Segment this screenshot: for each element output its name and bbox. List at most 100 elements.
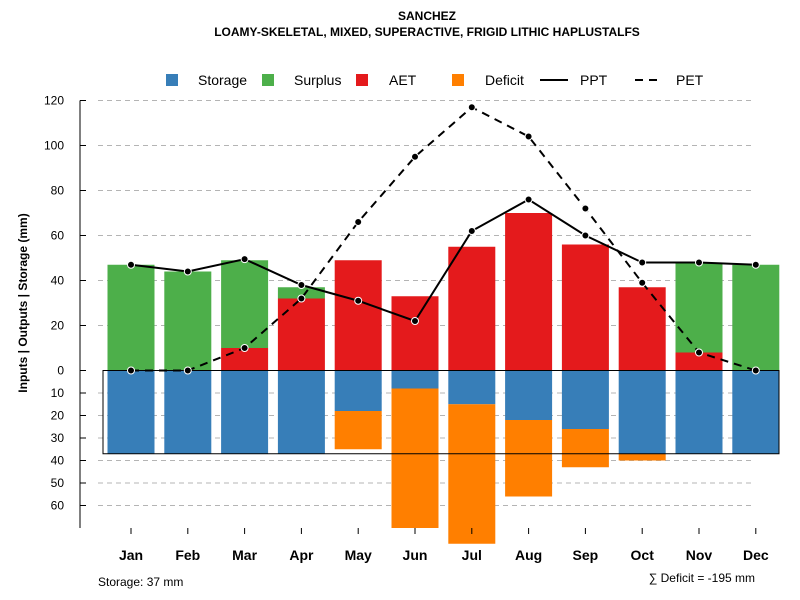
- y-tick-label: 80: [51, 184, 65, 198]
- x-tick-label: Oct: [631, 547, 655, 563]
- pet-point: [467, 103, 476, 112]
- y-tick-label: 60: [51, 229, 65, 243]
- ppt-point: [581, 231, 590, 240]
- surplus-bar: [732, 264, 780, 371]
- surplus-bar: [277, 287, 325, 299]
- ppt-point: [524, 195, 533, 204]
- pet-point: [127, 366, 135, 375]
- x-tick-label: Aug: [515, 547, 542, 563]
- legend-swatch-deficit: [452, 74, 464, 86]
- chart-title: SANCHEZ: [398, 9, 456, 23]
- aet-bar: [277, 298, 325, 371]
- pet-point: [354, 218, 363, 226]
- deficit-bar: [618, 453, 666, 461]
- storage-bar: [221, 370, 269, 454]
- surplus-bar: [675, 262, 723, 353]
- legend-label-storage: Storage: [198, 72, 247, 88]
- ppt-point: [297, 281, 306, 289]
- ppt-point: [240, 255, 249, 264]
- y-tick-label: 20: [51, 409, 65, 423]
- aet-bar: [505, 213, 553, 371]
- x-tick-label: Jul: [462, 547, 482, 563]
- surplus-bar: [221, 260, 269, 348]
- y-tick-label: 10: [51, 386, 65, 400]
- storage-bar: [391, 370, 439, 389]
- pet-point: [411, 152, 419, 161]
- x-tick-label: Apr: [289, 547, 314, 563]
- pet-point: [695, 348, 703, 357]
- y-tick-label: 100: [44, 139, 64, 153]
- y-tick-label: 120: [44, 94, 64, 108]
- storage-bar: [277, 370, 325, 454]
- pet-line: [131, 106, 757, 372]
- pet-point: [638, 278, 647, 287]
- axes: 0 20 40 60 80 100 120 10 20 30 40 50 60 Jan Feb Mar Apr M…: [44, 94, 769, 564]
- storage-bar: [732, 370, 780, 454]
- storage-bar: [505, 370, 553, 420]
- legend-label-deficit: Deficit: [485, 72, 524, 88]
- x-tick-label: Dec: [743, 547, 769, 563]
- deficit-bar: [391, 388, 439, 528]
- surplus-bar: [107, 264, 155, 371]
- ppt-point: [638, 258, 647, 267]
- y-tick-label: 60: [51, 499, 65, 513]
- aet-bar: [391, 296, 439, 371]
- x-tick-label: Jun: [403, 547, 428, 563]
- aet-bar: [448, 246, 496, 371]
- legend-swatch-aet: [356, 74, 368, 86]
- deficit-bar: [561, 429, 609, 468]
- storage-bar: [618, 370, 666, 454]
- storage-capacity-box: [102, 370, 780, 455]
- x-tick-label: Feb: [175, 547, 200, 563]
- deficit-note: ∑ Deficit = -195 mm: [649, 571, 755, 585]
- pet-point: [581, 204, 590, 213]
- legend-label-aet: AET: [389, 72, 417, 88]
- pet-point: [524, 132, 533, 141]
- storage-bar: [107, 370, 155, 454]
- deficit-bar: [505, 420, 553, 497]
- storage-bar: [561, 370, 609, 429]
- ppt-line: [130, 198, 756, 323]
- storage-bar: [334, 370, 382, 411]
- storage-bar: [675, 370, 723, 454]
- y-axis-label: Inputs | Outputs | Storage (mm): [16, 213, 30, 392]
- y-tick-label: 30: [51, 431, 65, 445]
- y-tick-label: 40: [51, 274, 65, 288]
- storage-note: Storage: 37 mm: [98, 575, 183, 589]
- x-tick-label: Nov: [686, 547, 713, 563]
- y-tick-label: 20: [51, 319, 65, 333]
- legend-label-surplus: Surplus: [294, 72, 341, 88]
- ppt-point: [695, 258, 703, 267]
- legend: Storage Surplus AET Deficit PPT PET: [166, 72, 704, 88]
- pet-point: [240, 344, 249, 352]
- y-tick-label: 50: [51, 476, 65, 490]
- ppt-point: [467, 227, 476, 235]
- pet-point: [297, 294, 306, 303]
- legend-label-ppt: PPT: [580, 72, 608, 88]
- pet-point: [751, 366, 760, 375]
- pet-point: [183, 366, 192, 375]
- surplus-bar: [164, 271, 212, 371]
- series-lines: [127, 103, 760, 375]
- ppt-point: [127, 260, 135, 269]
- chart-subtitle: LOAMY-SKELETAL, MIXED, SUPERACTIVE, FRIG…: [214, 25, 640, 39]
- ppt-point: [354, 296, 363, 305]
- storage-bar: [448, 370, 496, 405]
- x-tick-label: Jan: [119, 547, 143, 563]
- ppt-point: [751, 260, 760, 269]
- ppt-point: [411, 317, 419, 325]
- aet-bar: [618, 287, 666, 371]
- legend-swatch-surplus: [262, 74, 274, 86]
- aet-bar: [561, 244, 609, 371]
- x-tick-label: Sep: [573, 547, 599, 563]
- y-tick-label: 0: [57, 364, 64, 378]
- ppt-point: [183, 267, 192, 276]
- legend-label-pet: PET: [676, 72, 704, 88]
- x-tick-label: May: [345, 547, 372, 563]
- bars: [102, 213, 780, 544]
- legend-swatch-storage: [166, 74, 178, 86]
- x-tick-label: Mar: [232, 547, 257, 563]
- aet-bar: [334, 260, 382, 371]
- deficit-bar: [448, 404, 496, 544]
